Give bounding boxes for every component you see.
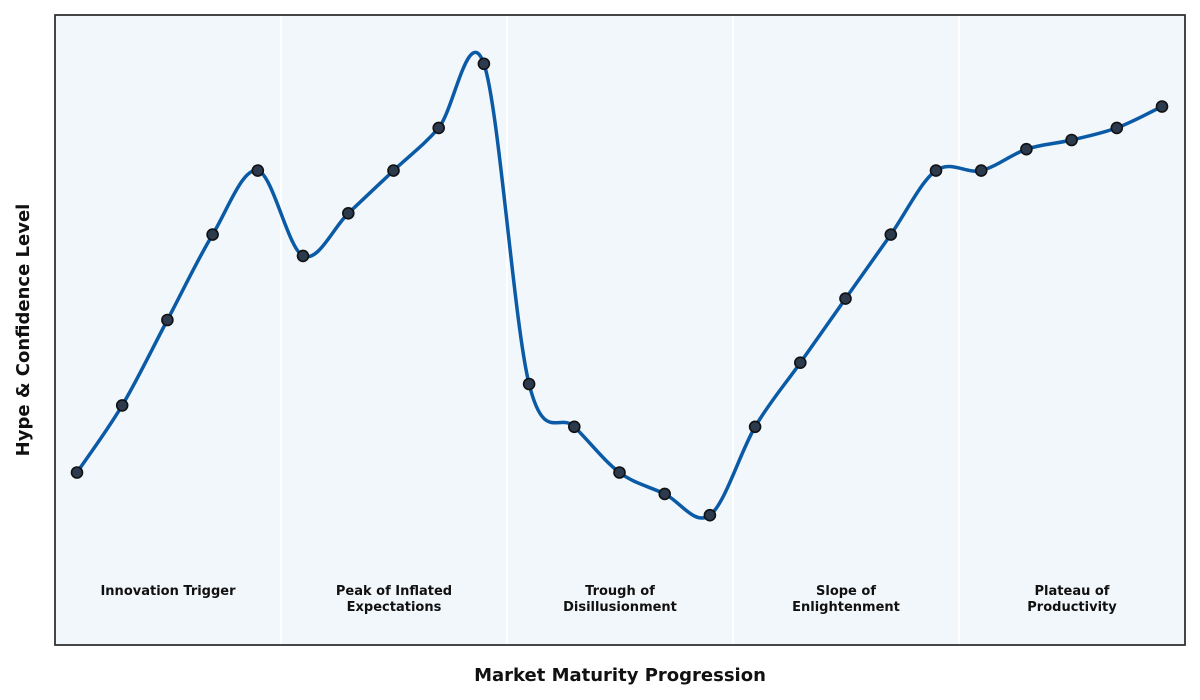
phase-label-line: Enlightenment <box>792 600 900 615</box>
data-point <box>477 57 491 71</box>
phase-label: Slope of Enlightenment <box>792 584 900 615</box>
data-point <box>1065 133 1078 147</box>
data-point <box>884 228 898 241</box>
data-point <box>522 377 536 391</box>
phase-label-line: Productivity <box>1027 600 1117 615</box>
data-point <box>161 313 174 327</box>
phase-dividers <box>280 15 960 645</box>
phase-label-line: Expectations <box>347 600 442 615</box>
phase-label: Trough of Disillusionment <box>563 584 677 615</box>
data-point <box>703 508 717 522</box>
plot-background <box>55 15 1185 645</box>
data-point <box>567 420 581 434</box>
data-point <box>839 292 852 305</box>
phase-label: Peak of Inflated Expectations <box>336 584 452 615</box>
data-point <box>296 249 310 263</box>
data-point <box>974 164 988 177</box>
phase-label-line: Innovation Trigger <box>100 584 236 599</box>
phase-label-line: Slope of <box>816 584 876 599</box>
data-point <box>251 164 265 177</box>
data-point <box>387 164 400 177</box>
data-markers <box>70 57 1169 522</box>
plot-frame <box>54 14 1186 646</box>
data-point <box>70 466 84 479</box>
phase-label-line: Peak of Inflated <box>336 584 452 599</box>
phase-label: Plateau of Productivity <box>1027 584 1117 615</box>
data-point <box>793 356 807 370</box>
data-point <box>1155 100 1169 113</box>
data-point <box>206 228 219 241</box>
phase-labels: Innovation Trigger Peak of Inflated Expect… <box>100 584 1117 615</box>
phase-label: Innovation Trigger <box>100 584 236 599</box>
x-axis-label: Market Maturity Progression <box>474 665 766 686</box>
data-point <box>1110 121 1124 135</box>
phase-label-line: Disillusionment <box>563 600 677 615</box>
data-point <box>115 399 129 412</box>
y-axis-label: Hype & Confidence Level <box>13 204 34 457</box>
data-point <box>341 207 355 220</box>
data-point <box>613 466 626 479</box>
data-point <box>1020 142 1033 156</box>
phase-label-line: Plateau of <box>1035 584 1110 599</box>
data-point <box>432 121 446 135</box>
data-point <box>658 487 672 501</box>
phase-label-line: Trough of <box>585 584 655 599</box>
data-point <box>929 164 943 177</box>
data-point <box>748 420 762 434</box>
